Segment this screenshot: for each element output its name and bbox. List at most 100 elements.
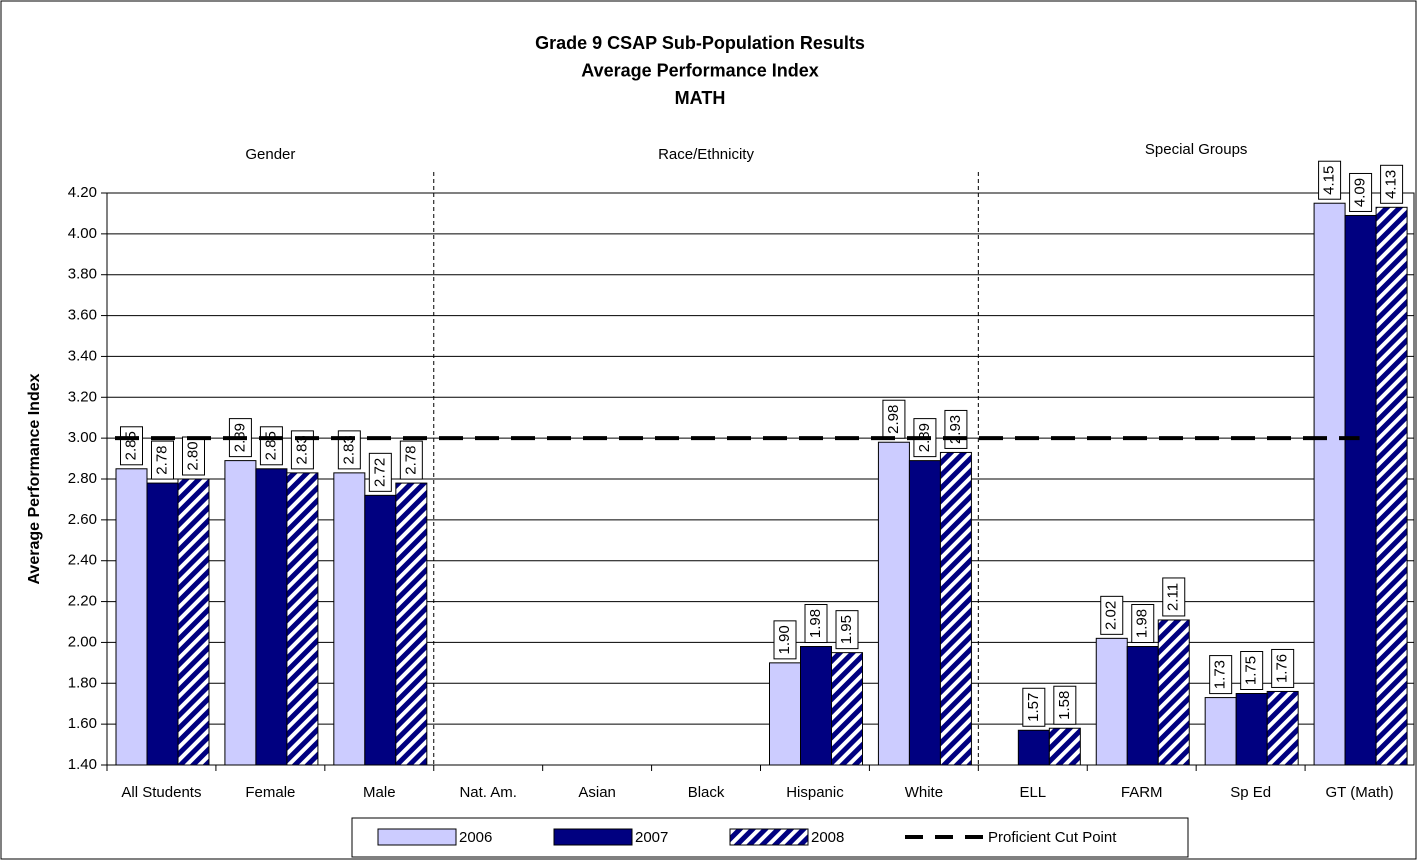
y-tick-label: 2.20 bbox=[68, 593, 97, 610]
value-label: 2.85 bbox=[122, 431, 139, 460]
value-label: 4.15 bbox=[1321, 166, 1338, 195]
value-label-box bbox=[773, 620, 797, 660]
x-tick-label: Hispanic bbox=[786, 784, 844, 801]
value-label: 2.80 bbox=[184, 441, 201, 470]
value-label: 4.09 bbox=[1352, 178, 1369, 207]
value-label-box bbox=[1349, 172, 1373, 212]
value-label: 2.83 bbox=[293, 435, 310, 464]
chart-title: Grade 9 CSAP Sub-Population Results bbox=[535, 33, 865, 53]
value-label: 2.78 bbox=[153, 445, 170, 474]
y-tick-label: 1.60 bbox=[68, 715, 97, 732]
value-label: 2.78 bbox=[402, 445, 419, 474]
x-tick-label: Female bbox=[245, 784, 295, 801]
bar bbox=[1017, 729, 1050, 766]
y-tick-label: 2.80 bbox=[68, 470, 97, 487]
value-label-box bbox=[835, 610, 859, 650]
bar bbox=[769, 662, 801, 766]
bar bbox=[255, 468, 288, 766]
value-label-box bbox=[337, 430, 361, 470]
value-label-box bbox=[1240, 651, 1264, 690]
bar bbox=[1344, 214, 1377, 766]
bar bbox=[1126, 646, 1159, 766]
bar bbox=[939, 451, 972, 766]
value-label: 1.73 bbox=[1212, 660, 1229, 689]
y-tick-label: 3.00 bbox=[68, 429, 97, 446]
bar bbox=[286, 472, 319, 766]
bar bbox=[831, 652, 863, 766]
legend-swatch bbox=[377, 828, 457, 846]
value-label: 1.90 bbox=[776, 625, 793, 654]
value-label: 2.72 bbox=[371, 458, 388, 487]
value-label: 2.85 bbox=[262, 431, 279, 460]
y-tick-label: 1.40 bbox=[68, 756, 97, 773]
legend-label: Proficient Cut Point bbox=[988, 829, 1117, 846]
y-tick-label: 3.80 bbox=[68, 266, 97, 283]
value-label: 2.83 bbox=[340, 435, 357, 464]
bar bbox=[115, 468, 148, 766]
y-axis-title: Average Performance Index bbox=[26, 373, 43, 584]
value-label: 1.98 bbox=[807, 609, 824, 638]
x-tick-label: Black bbox=[688, 784, 725, 801]
bar bbox=[395, 482, 428, 766]
value-label-box bbox=[151, 440, 174, 480]
group-label: Gender bbox=[245, 146, 295, 163]
group-label: Race/Ethnicity bbox=[658, 146, 754, 163]
bar bbox=[1157, 619, 1190, 766]
y-tick-label: 2.40 bbox=[68, 552, 97, 569]
x-tick-label: ELL bbox=[1019, 784, 1046, 801]
bar bbox=[177, 478, 210, 766]
legend-swatch bbox=[553, 828, 633, 846]
value-label-box bbox=[290, 430, 314, 470]
bar bbox=[1235, 693, 1268, 766]
y-tick-label: 2.00 bbox=[68, 633, 97, 650]
value-label: 1.76 bbox=[1274, 654, 1291, 683]
value-label-box bbox=[1022, 687, 1046, 727]
value-label-box bbox=[399, 440, 423, 480]
y-tick-label: 4.00 bbox=[68, 225, 97, 242]
legend-label: 2008 bbox=[811, 829, 844, 846]
value-label: 4.13 bbox=[1383, 170, 1400, 199]
bar bbox=[1313, 202, 1346, 766]
bar bbox=[364, 494, 397, 766]
bar bbox=[1375, 206, 1408, 766]
y-tick-label: 1.80 bbox=[68, 674, 97, 691]
x-tick-label: All Students bbox=[121, 784, 201, 801]
value-label-box bbox=[1100, 595, 1124, 635]
value-label: 2.02 bbox=[1103, 601, 1120, 630]
bar bbox=[1095, 637, 1128, 766]
x-tick-label: GT (Math) bbox=[1326, 784, 1394, 801]
value-label-box bbox=[804, 604, 828, 644]
y-tick-label: 3.20 bbox=[68, 388, 97, 405]
legend-label: 2007 bbox=[635, 829, 668, 846]
bar bbox=[146, 482, 179, 766]
value-label: 1.57 bbox=[1025, 693, 1042, 722]
value-label-box bbox=[1380, 164, 1404, 204]
x-tick-label: Male bbox=[363, 784, 396, 801]
x-tick-label: White bbox=[905, 784, 943, 801]
y-tick-label: 2.60 bbox=[68, 511, 97, 528]
y-tick-label: 3.40 bbox=[68, 347, 97, 364]
x-tick-label: Sp Ed bbox=[1230, 784, 1271, 801]
value-label-box bbox=[1271, 648, 1295, 688]
value-label: 1.58 bbox=[1056, 691, 1073, 720]
value-label-box bbox=[1131, 604, 1155, 644]
value-label: 1.95 bbox=[838, 615, 855, 644]
bar bbox=[333, 472, 366, 766]
value-label-box bbox=[368, 452, 392, 492]
chart-title: Average Performance Index bbox=[581, 60, 818, 80]
value-label: 2.98 bbox=[885, 405, 902, 434]
value-label: 2.11 bbox=[1165, 583, 1182, 611]
group-label: Special Groups bbox=[1145, 141, 1248, 158]
value-label-box bbox=[1209, 655, 1233, 695]
legend-swatch bbox=[729, 828, 809, 846]
chart-title: MATH bbox=[675, 88, 726, 108]
bar bbox=[1204, 697, 1237, 766]
bar bbox=[800, 646, 832, 766]
x-tick-label: FARM bbox=[1121, 784, 1163, 801]
x-tick-label: Asian bbox=[578, 784, 616, 801]
bar bbox=[908, 460, 941, 766]
y-tick-label: 4.20 bbox=[68, 184, 97, 201]
bar bbox=[1266, 690, 1299, 766]
value-label-box bbox=[1053, 685, 1077, 725]
